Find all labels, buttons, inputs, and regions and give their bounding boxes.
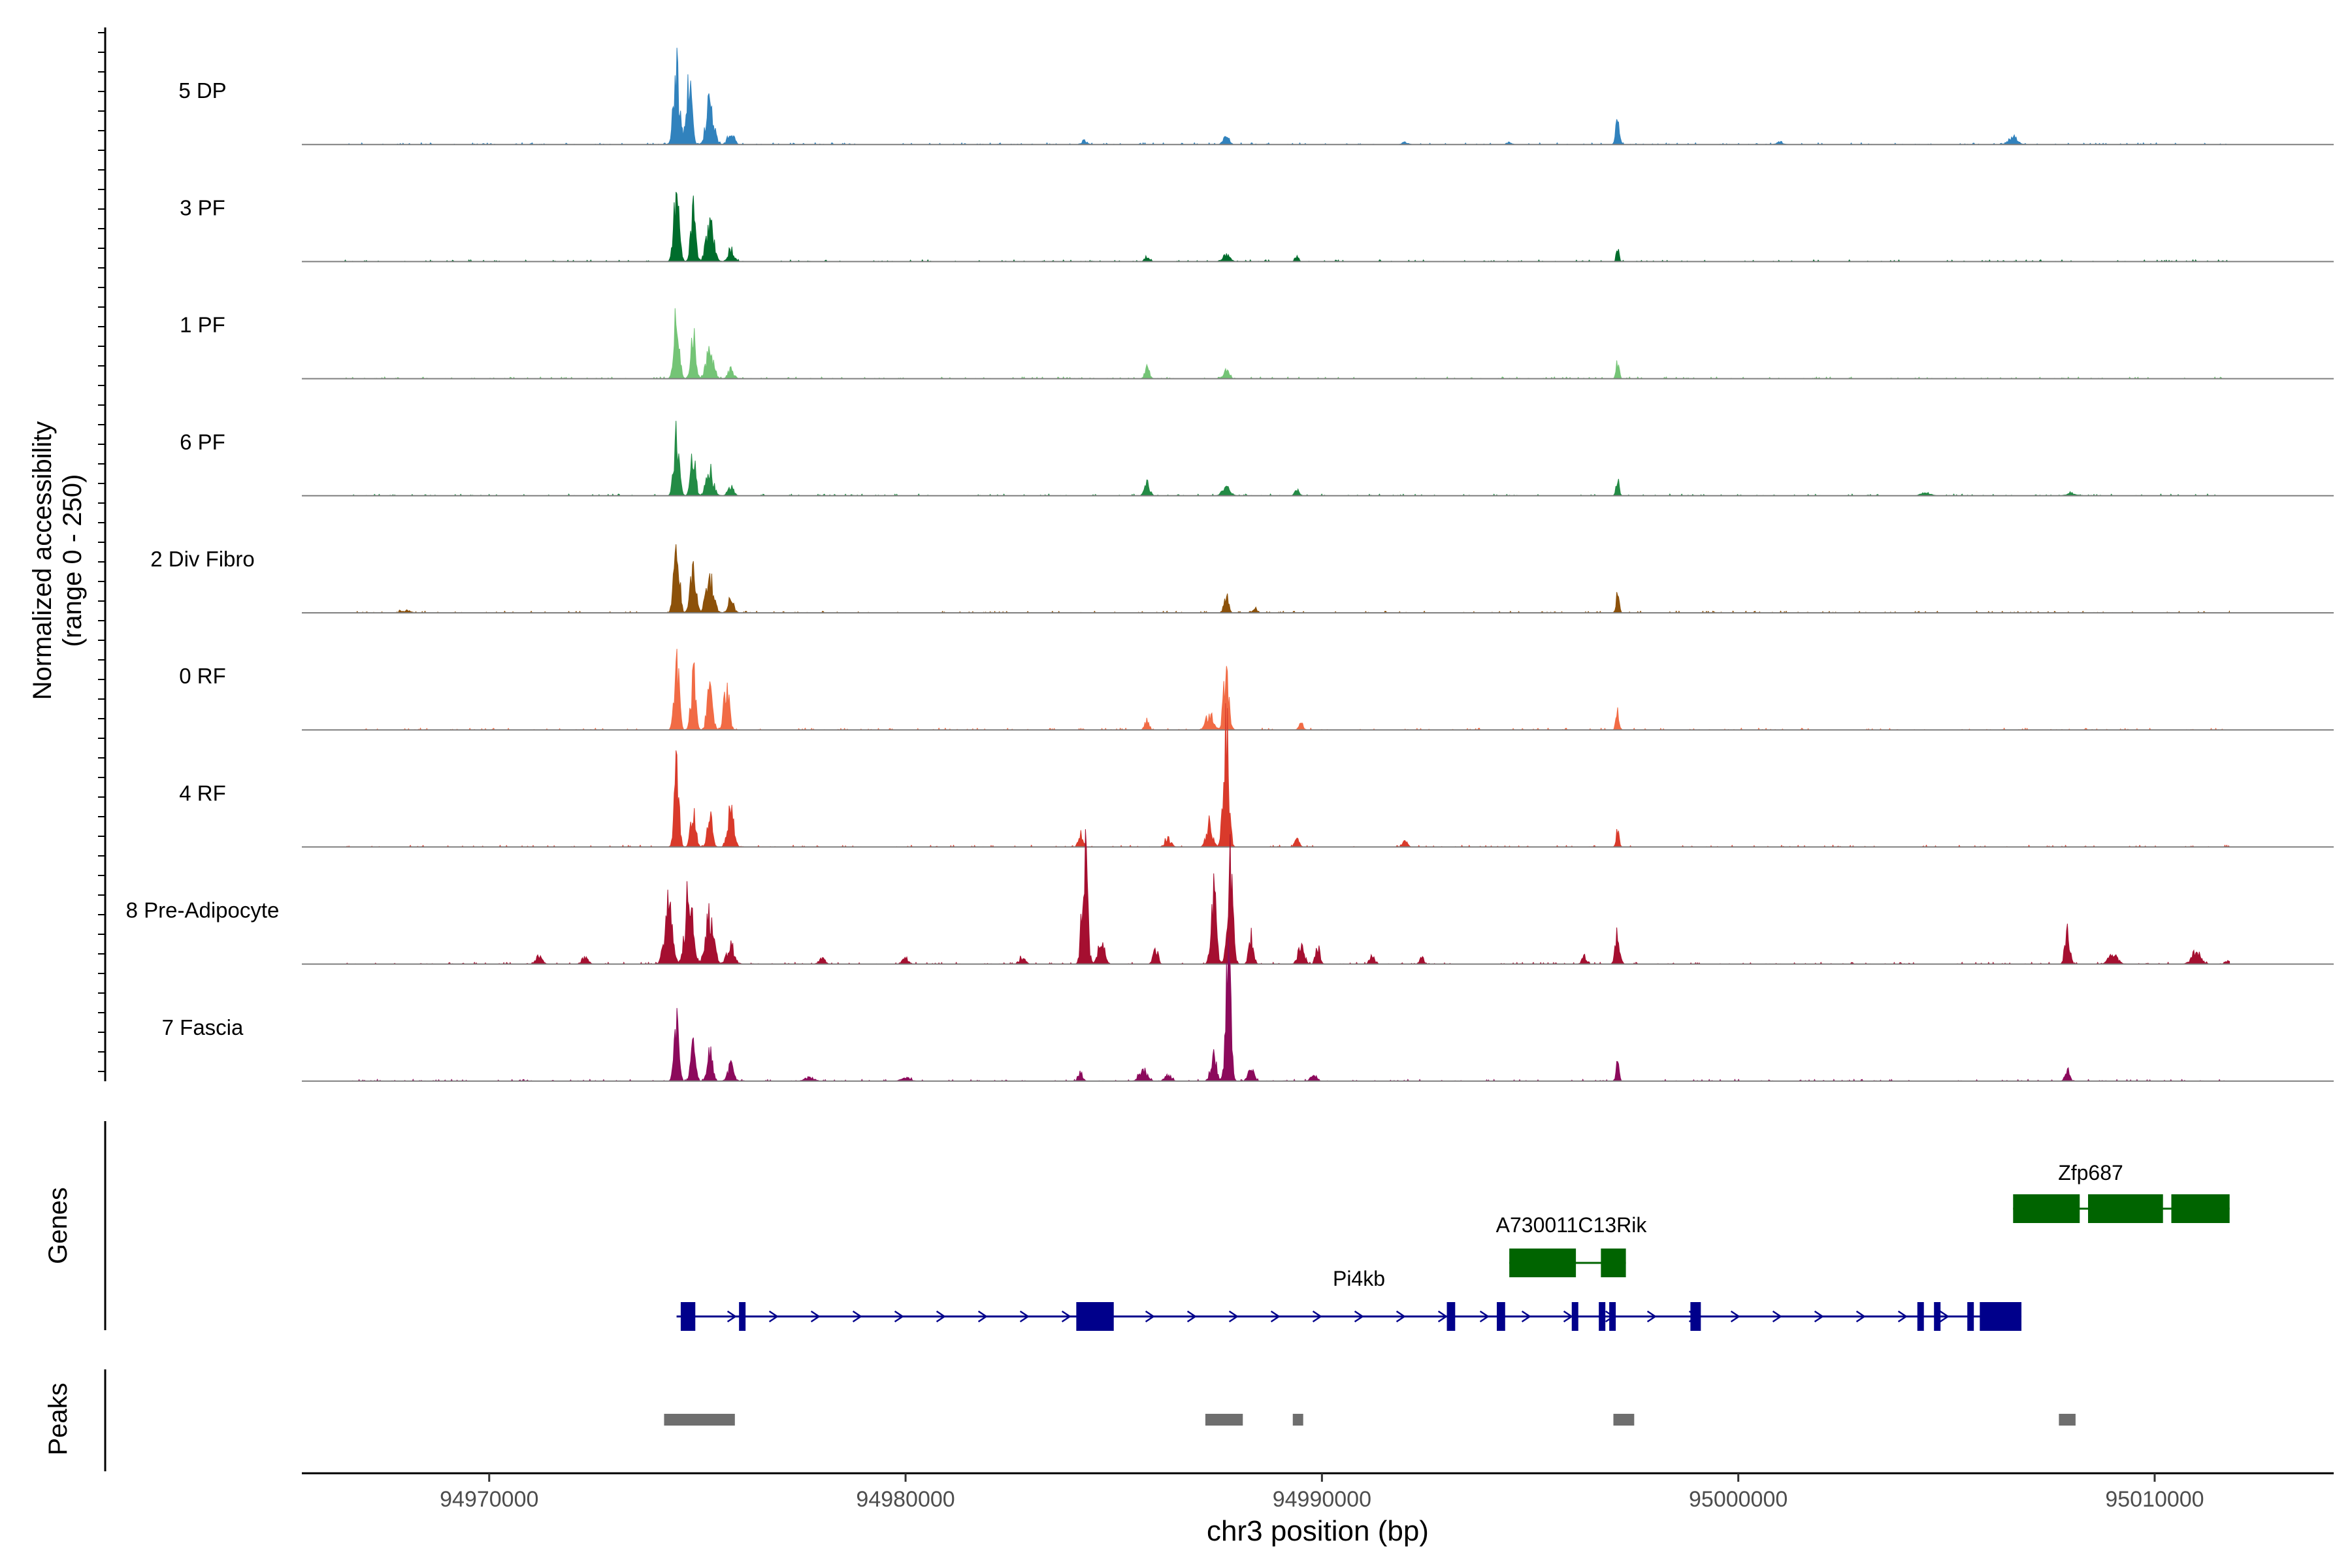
track-0: 5 DP [178, 48, 2334, 146]
y-axis-title-line1: Normalized accessibility [28, 421, 57, 700]
gene-exon [1967, 1302, 1974, 1331]
strand-arrow-icon [768, 1310, 779, 1323]
strand-arrow-icon [894, 1310, 904, 1323]
genes-track: Pi4kb A730011C13Rik Zfp687 [676, 1161, 2230, 1331]
track-label: 6 PF [180, 430, 225, 454]
track-1: 3 PF [180, 191, 2334, 263]
peak-region [664, 1414, 735, 1426]
strand-arrow-icon [1270, 1310, 1281, 1323]
strand-arrow-icon [1855, 1310, 1866, 1323]
gene-exon [2171, 1194, 2230, 1223]
y-axis-title-line2: (range 0 - 250) [58, 474, 87, 647]
gene-exon [680, 1302, 696, 1331]
gene-pi4kb: Pi4kb [676, 1267, 2022, 1331]
strand-arrow-icon [1939, 1310, 1950, 1323]
strand-arrow-icon [810, 1310, 821, 1323]
gene-a730011c13rik: A730011C13Rik [1496, 1213, 1648, 1277]
x-tick-label: 95000000 [1689, 1487, 1788, 1512]
track-8: 7 Fascia [162, 937, 2334, 1082]
strand-arrow-icon [936, 1310, 946, 1323]
strand-arrow-icon [1145, 1310, 1155, 1323]
gene-exon [1599, 1302, 1606, 1331]
peak-region [1292, 1414, 1303, 1426]
coverage-y-ticks [98, 32, 105, 1072]
x-tick-label: 94980000 [856, 1487, 955, 1512]
strand-arrow-icon [1186, 1310, 1197, 1323]
track-label: 0 RF [179, 664, 226, 688]
strand-arrow-icon [1228, 1310, 1239, 1323]
track-2: 1 PF [180, 308, 2334, 380]
gene-exon [1509, 1249, 1576, 1277]
gene-exon [2013, 1194, 2080, 1223]
gene-exon [1917, 1302, 1924, 1331]
gene-exon [1571, 1302, 1578, 1331]
track-label: 4 RF [179, 781, 226, 805]
x-tick-label: 94990000 [1273, 1487, 1371, 1512]
strand-arrow-icon [1312, 1310, 1322, 1323]
track-label: 8 Pre-Adipocyte [126, 898, 280, 923]
x-axis-title: chr3 position (bp) [1207, 1515, 1429, 1547]
track-3: 6 PF [180, 421, 2334, 497]
track-label: 5 DP [178, 78, 226, 103]
gene-exon [1934, 1302, 1941, 1331]
gene-label: A730011C13Rik [1496, 1213, 1648, 1237]
gene-exon [1609, 1302, 1616, 1331]
strand-arrow-icon [1354, 1310, 1364, 1323]
strand-arrow-icon [1019, 1310, 1030, 1323]
strand-arrow-icon [1563, 1310, 1573, 1323]
strand-arrow-icon [1897, 1310, 1908, 1323]
peak-region [1613, 1414, 1635, 1426]
strand-arrow-icon [1061, 1310, 1071, 1323]
strand-arrow-icon [1396, 1310, 1406, 1323]
x-tick-label: 94970000 [440, 1487, 538, 1512]
strand-arrow-icon [852, 1310, 862, 1323]
gene-exon [1980, 1302, 2022, 1331]
gene-zfp687: Zfp687 [2013, 1161, 2230, 1223]
gene-exon [1601, 1249, 1626, 1277]
gene-label: Zfp687 [2058, 1161, 2123, 1184]
gene-label: Pi4kb [1333, 1267, 1385, 1290]
track-5: 0 RF [179, 649, 2334, 731]
strand-arrow-icon [727, 1310, 737, 1323]
strand-arrow-icon [1479, 1310, 1490, 1323]
track-6: 4 RF [179, 703, 2334, 848]
strand-arrow-icon [977, 1310, 988, 1323]
strand-arrow-icon [1521, 1310, 1531, 1323]
gene-exon [2087, 1194, 2163, 1223]
gene-exon [1076, 1302, 1114, 1331]
x-axis-ticks: 94970000 94980000 94990000 95000000 95010000 [440, 1473, 2204, 1512]
track-label: 1 PF [180, 313, 225, 337]
track-label: 7 Fascia [162, 1015, 244, 1039]
gene-exon [1690, 1302, 1701, 1331]
strand-arrow-icon [1814, 1310, 1824, 1323]
track-label: 2 Div Fibro [150, 547, 255, 571]
strand-arrow-icon [1730, 1310, 1740, 1323]
track-4: 2 Div Fibro [150, 544, 2334, 613]
track-label: 3 PF [180, 195, 225, 220]
peak-region [2059, 1414, 2076, 1426]
strand-arrow-icon [1772, 1310, 1782, 1323]
track-7: 8 Pre-Adipocyte [126, 829, 2334, 965]
strand-arrow-icon [1437, 1310, 1448, 1323]
gene-exon [739, 1302, 746, 1331]
gene-exon [1497, 1302, 1505, 1331]
peaks-track-label: Peaks [44, 1382, 73, 1455]
strand-arrow-icon [1646, 1310, 1657, 1323]
coverage-tracks: 5 DP 3 PF 1 PF 6 PF 2 Div Fibro 0 RF 4 RF 8 Pre… [126, 48, 2334, 1082]
gene-exon [1446, 1302, 1456, 1331]
peak-region [1205, 1414, 1243, 1426]
x-tick-label: 95010000 [2105, 1487, 2204, 1512]
peaks-track [664, 1414, 2076, 1426]
genes-track-label: Genes [44, 1187, 73, 1264]
